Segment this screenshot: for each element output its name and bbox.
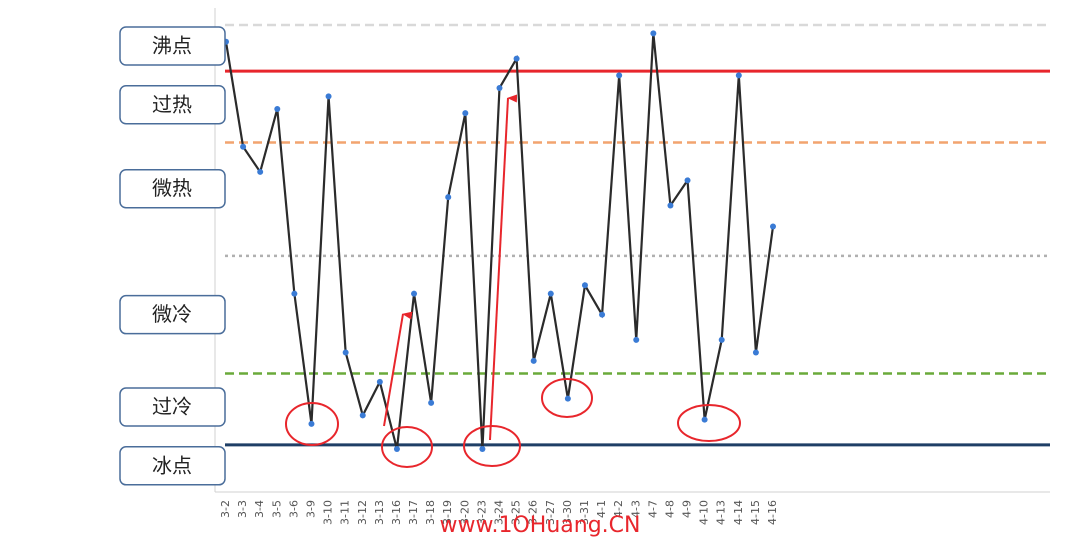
- x-tick-label: 3-11: [339, 500, 352, 525]
- data-point: [735, 72, 742, 79]
- x-tick-label: 3-24: [493, 500, 506, 525]
- y-tick-label: 过热: [152, 92, 192, 116]
- highlight-circle: [463, 425, 521, 467]
- y-tick-box: [119, 85, 226, 125]
- x-tick-label: 3-25: [510, 500, 523, 525]
- y-tick-box: [119, 26, 226, 66]
- data-point: [291, 290, 298, 297]
- y-tick-label: 沸点: [152, 33, 192, 57]
- highlight-circle: [285, 402, 339, 446]
- y-tick-label: 微热: [152, 176, 192, 200]
- y-tick-box: [119, 446, 226, 486]
- data-point: [667, 202, 674, 209]
- data-point: [513, 55, 520, 62]
- x-tick-label: 3-20: [458, 500, 471, 525]
- data-point: [376, 378, 383, 385]
- x-tick-label: 3-19: [441, 500, 454, 525]
- x-tick-label: 3-6: [287, 500, 300, 518]
- x-tick-label: 3-16: [390, 500, 403, 525]
- highlight-circle: [677, 404, 741, 442]
- data-point: [274, 105, 281, 112]
- data-point: [547, 290, 554, 297]
- x-tick-label: 4-14: [732, 500, 745, 525]
- y-tick-box: [119, 168, 226, 209]
- data-point: [770, 223, 776, 230]
- arrow: [489, 94, 518, 441]
- x-tick-label: 3-5: [270, 500, 283, 518]
- x-tick-label: 4-1: [595, 500, 608, 518]
- data-point: [752, 349, 759, 356]
- data-point: [428, 399, 435, 406]
- data-point: [684, 177, 691, 184]
- x-tick-label: 4-16: [766, 500, 779, 525]
- data-point: [581, 282, 588, 289]
- y-tick-box: [119, 294, 226, 335]
- x-tick-label: 4-13: [715, 500, 728, 525]
- data-point: [411, 290, 418, 297]
- data-point: [359, 412, 366, 419]
- x-tick-label: 4-3: [629, 500, 642, 518]
- data-point: [325, 93, 332, 100]
- x-tick-label: 3-27: [544, 500, 557, 525]
- data-point: [240, 143, 247, 150]
- x-tick-label: 3-18: [424, 500, 437, 525]
- highlight-circle: [541, 378, 593, 418]
- data-point: [479, 446, 486, 453]
- x-tick-label: 3-9: [304, 500, 317, 518]
- data-point: [701, 416, 708, 423]
- data-point: [445, 194, 452, 201]
- annotations: [285, 94, 741, 468]
- data-point: [462, 110, 469, 117]
- x-tick-label: 3-17: [407, 500, 420, 525]
- arrow: [383, 311, 413, 427]
- x-tick-label: 3-31: [578, 500, 591, 525]
- data-point: [599, 311, 606, 318]
- x-tick-label: 4-8: [663, 500, 676, 518]
- x-tick-label: 3-13: [373, 500, 386, 525]
- x-tick-label: 3-12: [356, 500, 369, 525]
- y-tick-label: 过冷: [152, 395, 192, 419]
- y-tick-box: [119, 387, 226, 427]
- x-tick-label: 3-23: [475, 500, 488, 525]
- x-tick-label: 4-15: [749, 500, 762, 525]
- data-point: [308, 420, 315, 427]
- x-tick-label: 3-30: [561, 500, 574, 525]
- data-point: [393, 446, 400, 453]
- x-tick-label: 3-4: [253, 500, 266, 518]
- data-point: [616, 72, 623, 79]
- x-tick-label: 3-10: [322, 500, 335, 525]
- data-point: [564, 395, 571, 402]
- data-point: [633, 336, 640, 343]
- x-tick-label: 4-7: [646, 500, 659, 518]
- watermark: www.1OHuang.CN: [440, 513, 641, 538]
- data-point: [496, 84, 503, 91]
- y-tick-label: 微冷: [152, 302, 192, 326]
- data-point: [342, 349, 349, 356]
- x-tick-label: 3-3: [236, 500, 249, 518]
- x-tick-label: 4-9: [681, 500, 694, 518]
- y-tick-label: 冰点: [152, 453, 192, 477]
- highlight-circle: [381, 426, 433, 468]
- x-tick-label: 4-2: [612, 500, 625, 518]
- x-tick-label: 3-2: [219, 500, 232, 518]
- data-point: [650, 30, 657, 37]
- data-point: [257, 168, 264, 175]
- data-point: [718, 336, 725, 343]
- x-tick-label: 4-10: [698, 500, 711, 525]
- data-point: [530, 357, 537, 364]
- x-tick-label: 3-26: [527, 500, 540, 525]
